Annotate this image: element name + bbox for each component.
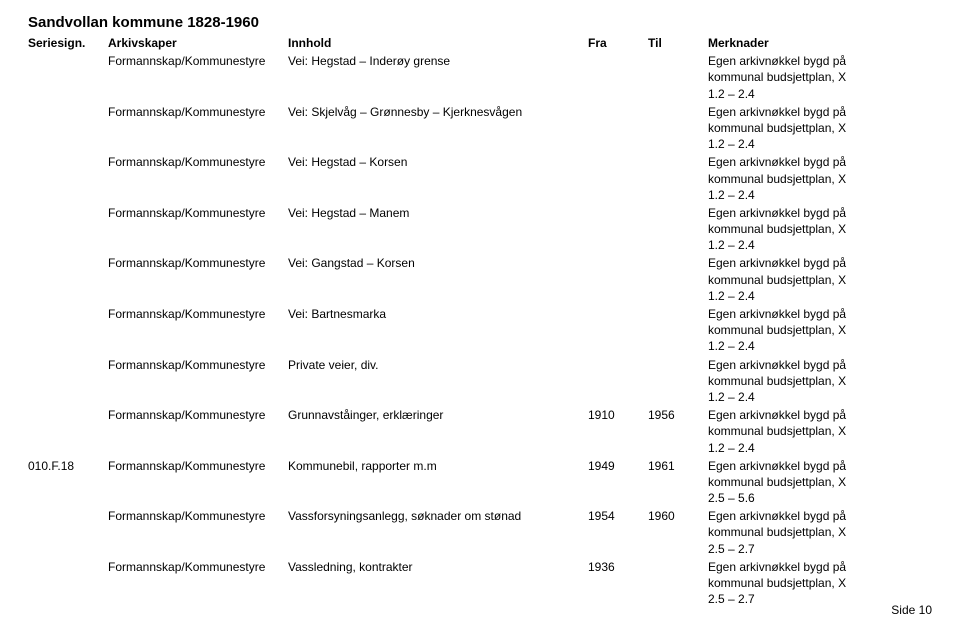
header-seriesign: Seriesign.: [28, 35, 108, 51]
cell-innhold: Vei: Skjelvåg – Grønnesby – Kjerknesvåge…: [288, 104, 588, 120]
cell-innhold: Kommunebil, rapporter m.m: [288, 458, 588, 474]
cell-til: 1956: [648, 407, 708, 423]
cell-innhold: Vassforsyningsanlegg, søknader om stønad: [288, 508, 588, 524]
header-merknader: Merknader: [708, 35, 928, 51]
cell-innhold: Vei: Bartnesmarka: [288, 306, 588, 322]
header-til: Til: [648, 35, 708, 51]
cell-arkivskaper: Formannskap/Kommunestyre: [108, 205, 288, 221]
cell-fra: 1936: [588, 559, 648, 575]
table-row: Formannskap/KommunestyreVei: Skjelvåg – …: [28, 104, 932, 153]
table-row: Formannskap/KommunestyreVassledning, kon…: [28, 559, 932, 608]
cell-til: 1960: [648, 508, 708, 524]
cell-merknader: Egen arkivnøkkel bygd på kommunal budsje…: [708, 559, 928, 608]
cell-innhold: Vei: Hegstad – Inderøy grense: [288, 53, 588, 69]
table-row: Formannskap/KommunestyreVei: Bartnesmark…: [28, 306, 932, 355]
cell-innhold: Vei: Gangstad – Korsen: [288, 255, 588, 271]
table-row: Formannskap/KommunestyreVei: Gangstad – …: [28, 255, 932, 304]
cell-fra: 1910: [588, 407, 648, 423]
cell-fra: 1949: [588, 458, 648, 474]
cell-innhold: Vassledning, kontrakter: [288, 559, 588, 575]
cell-merknader: Egen arkivnøkkel bygd på kommunal budsje…: [708, 458, 928, 507]
cell-arkivskaper: Formannskap/Kommunestyre: [108, 53, 288, 69]
cell-merknader: Egen arkivnøkkel bygd på kommunal budsje…: [708, 255, 928, 304]
cell-arkivskaper: Formannskap/Kommunestyre: [108, 458, 288, 474]
cell-merknader: Egen arkivnøkkel bygd på kommunal budsje…: [708, 154, 928, 203]
cell-innhold: Grunnavståinger, erklæringer: [288, 407, 588, 423]
header-innhold: Innhold: [288, 35, 588, 51]
page-title: Sandvollan kommune 1828-1960: [28, 14, 932, 31]
cell-seriesign: 010.F.18: [28, 458, 108, 474]
cell-merknader: Egen arkivnøkkel bygd på kommunal budsje…: [708, 357, 928, 406]
table-body: Formannskap/KommunestyreVei: Hegstad – I…: [28, 53, 932, 607]
table-row: Formannskap/KommunestyreVei: Hegstad – I…: [28, 53, 932, 102]
document-page: Sandvollan kommune 1828-1960 Seriesign. …: [0, 0, 960, 627]
cell-arkivskaper: Formannskap/Kommunestyre: [108, 407, 288, 423]
table-row: 010.F.18Formannskap/KommunestyreKommuneb…: [28, 458, 932, 507]
cell-arkivskaper: Formannskap/Kommunestyre: [108, 559, 288, 575]
table-row: Formannskap/KommunestyrePrivate veier, d…: [28, 357, 932, 406]
header-fra: Fra: [588, 35, 648, 51]
cell-til: 1961: [648, 458, 708, 474]
cell-merknader: Egen arkivnøkkel bygd på kommunal budsje…: [708, 53, 928, 102]
cell-innhold: Vei: Hegstad – Manem: [288, 205, 588, 221]
cell-arkivskaper: Formannskap/Kommunestyre: [108, 508, 288, 524]
cell-fra: 1954: [588, 508, 648, 524]
column-headers: Seriesign. Arkivskaper Innhold Fra Til M…: [28, 35, 932, 51]
cell-merknader: Egen arkivnøkkel bygd på kommunal budsje…: [708, 407, 928, 456]
cell-arkivskaper: Formannskap/Kommunestyre: [108, 306, 288, 322]
table-row: Formannskap/KommunestyreVei: Hegstad – M…: [28, 205, 932, 254]
header-arkivskaper: Arkivskaper: [108, 35, 288, 51]
page-footer: Side 10: [891, 603, 932, 617]
cell-arkivskaper: Formannskap/Kommunestyre: [108, 255, 288, 271]
cell-arkivskaper: Formannskap/Kommunestyre: [108, 154, 288, 170]
table-row: Formannskap/KommunestyreVassforsyningsan…: [28, 508, 932, 557]
table-row: Formannskap/KommunestyreVei: Hegstad – K…: [28, 154, 932, 203]
table-row: Formannskap/KommunestyreGrunnavståinger,…: [28, 407, 932, 456]
cell-merknader: Egen arkivnøkkel bygd på kommunal budsje…: [708, 205, 928, 254]
cell-merknader: Egen arkivnøkkel bygd på kommunal budsje…: [708, 104, 928, 153]
cell-merknader: Egen arkivnøkkel bygd på kommunal budsje…: [708, 306, 928, 355]
cell-arkivskaper: Formannskap/Kommunestyre: [108, 357, 288, 373]
cell-innhold: Private veier, div.: [288, 357, 588, 373]
cell-innhold: Vei: Hegstad – Korsen: [288, 154, 588, 170]
cell-arkivskaper: Formannskap/Kommunestyre: [108, 104, 288, 120]
cell-merknader: Egen arkivnøkkel bygd på kommunal budsje…: [708, 508, 928, 557]
